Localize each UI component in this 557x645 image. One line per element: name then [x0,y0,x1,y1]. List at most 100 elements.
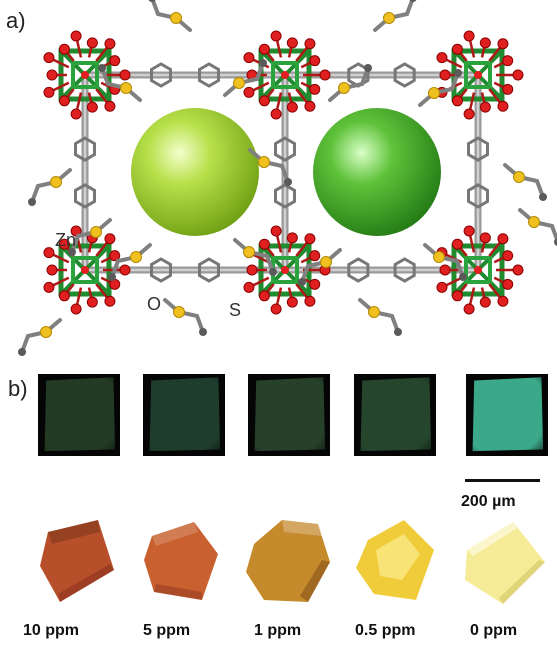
crystal-photo-4 [346,510,446,614]
thioether-arm [68,218,112,256]
oxygen-atom-label: O [147,294,162,314]
alkyl-chain [70,218,112,254]
thioether-arm [148,0,192,32]
oxygen-atom [463,30,475,42]
scale-bar-label: 200 µm [461,493,516,510]
oxygen-atom [436,52,448,64]
thioether-arm [418,69,462,107]
concentration-label-3: 1 ppm [254,622,302,639]
oxygen-atom [243,86,255,98]
oxygen-atom [479,232,491,244]
thioether-arm [233,238,277,276]
oxygen-atom [497,38,509,50]
sulfur-atom [90,226,102,238]
carbon-atom [28,198,36,206]
concentration-label-4: 0.5 ppm [355,622,416,639]
benzene-ring [467,183,489,209]
benzene-ring [150,62,172,88]
fluorescence-image-5 [466,374,548,456]
carbon-atom [554,238,557,246]
carbon-atom [409,0,417,2]
oxygen-atom [243,52,255,64]
carbon-atom [269,268,277,276]
carbon-atom [148,0,156,2]
benzene-ring [347,257,370,283]
oxygen-atom [286,296,298,308]
zn-cluster [243,30,331,120]
thioether-arm [98,64,142,102]
sulfur-atom [368,306,380,318]
benzene-ring [150,257,172,283]
fluorescence-crystal [44,377,116,452]
sulfur-atom [428,87,440,99]
zn-bond [71,61,99,89]
zn-bond [71,256,99,284]
carbon-atom [18,348,26,356]
crystal-photo-1 [30,510,130,614]
alkyl-chain [100,66,142,102]
central-oxygen-atom [81,266,89,274]
oxygen-atom [246,264,258,276]
oxygen-atom [497,295,509,307]
alkyl-chain [418,71,460,107]
benzene-ring [393,62,416,88]
oxygen-atom [270,108,282,120]
panel-b-label: b) [8,376,28,401]
oxygen-atom [258,238,270,250]
oxygen-atom [258,43,270,55]
zn-cluster [436,30,524,120]
panel-a-label: a) [6,8,26,33]
zn-cluster [43,225,131,315]
thioether-arm [373,0,417,32]
oxygen-atom [319,69,331,81]
thioether-arms [18,0,557,356]
fluorescence-image-3 [248,374,330,456]
oxygen-atom [86,101,98,113]
crystal-photo-2 [132,510,232,614]
thioether-arm [358,298,402,336]
oxygen-atom [463,108,475,120]
oxygen-atom [109,55,121,67]
central-oxygen-atom [281,71,289,79]
oxygen-atom [58,290,70,302]
oxygen-atom [502,83,514,95]
carbon-atom [284,178,292,186]
oxygen-atom [70,303,82,315]
oxygen-atom [58,238,70,250]
thioether-arm [298,248,342,286]
oxygen-atom [502,55,514,67]
carbon-atom [68,248,76,256]
oxygen-atom [104,100,116,112]
oxygen-atom [58,43,70,55]
alkyl-chain [358,298,400,334]
thioether-arm [423,243,467,281]
oxygen-atom [46,264,58,276]
oxygen-atom [451,43,463,55]
sulfur-atom-label: S [229,300,242,320]
oxygen-atom [86,37,98,49]
benzene-ring [74,136,96,162]
thioether-arm [328,64,372,102]
central-oxygen-atom [474,71,482,79]
oxygen-atom [286,101,298,113]
oxygen-atom [43,52,55,64]
oxygen-atom [497,100,509,112]
oxygen-atom [270,30,282,42]
concentration-label-5: 0 ppm [470,622,518,639]
oxygen-atom [309,83,321,95]
alkyl-chain [373,0,415,32]
oxygen-atom [479,37,491,49]
thioether-arm [163,298,207,336]
oxygen-atom [286,37,298,49]
oxygen-atom [43,281,55,293]
pore-sphere-right [313,108,441,236]
oxygen-atom [451,238,463,250]
oxygen-atom [286,232,298,244]
oxygen-atom [502,278,514,290]
alkyl-chain [223,61,265,97]
carbon-atom [459,273,467,281]
fluorescence-crystal [360,377,432,452]
carbon-atom [298,278,306,286]
oxygen-atom [104,295,116,307]
alkyl-chain [423,243,465,279]
